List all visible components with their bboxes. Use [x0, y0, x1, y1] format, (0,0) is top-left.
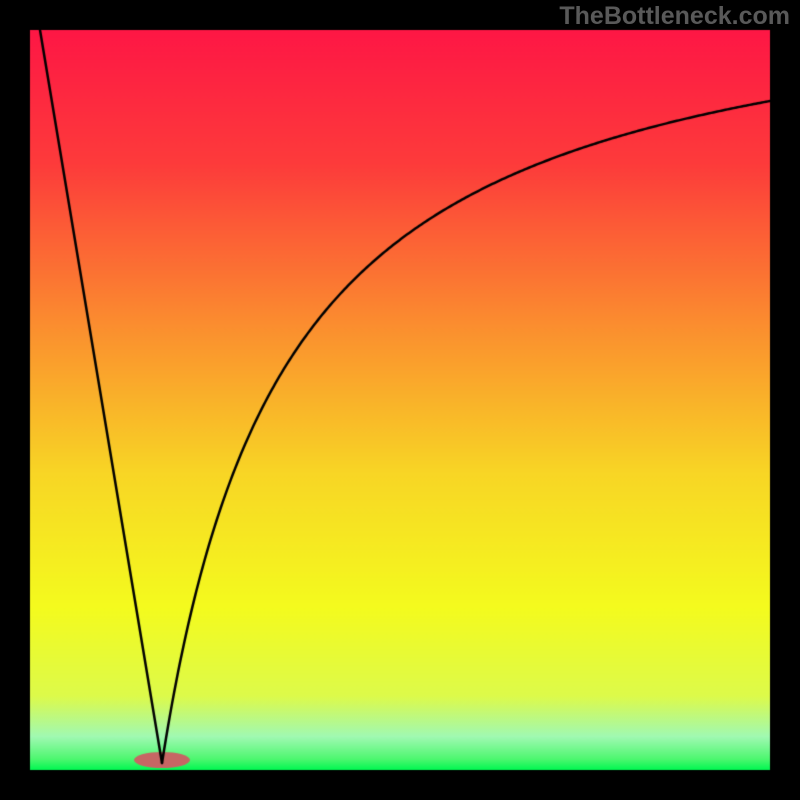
chart-container: TheBottleneck.com [0, 0, 800, 800]
bottleneck-curve-layer [0, 0, 800, 800]
watermark-text: TheBottleneck.com [559, 2, 790, 31]
